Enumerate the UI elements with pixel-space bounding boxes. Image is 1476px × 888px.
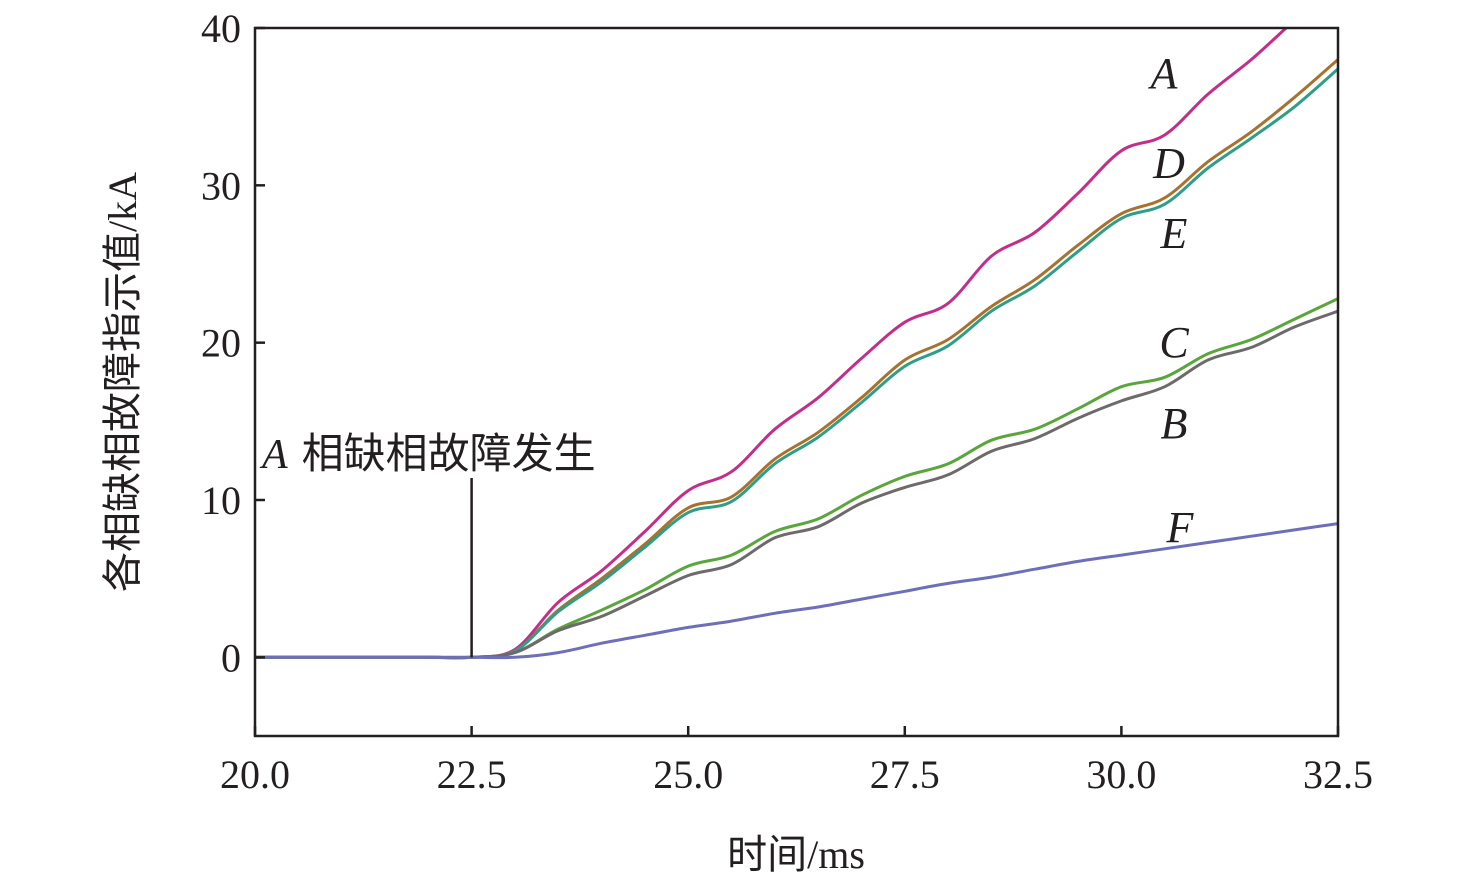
x-tick-label-22-5: 22.5 xyxy=(437,752,507,797)
series-label-a: A xyxy=(1148,49,1179,98)
series-label-b: B xyxy=(1161,399,1188,448)
plot-frame xyxy=(253,26,1340,738)
series-label-d: D xyxy=(1152,139,1185,188)
x-tick-label-25-0: 25.0 xyxy=(653,752,723,797)
x-tick-label-30-0: 30.0 xyxy=(1086,752,1156,797)
x-tick-label-20-0: 20.0 xyxy=(220,752,290,797)
x-tick-label-32-5: 32.5 xyxy=(1303,752,1373,797)
series-label-f: F xyxy=(1166,503,1195,552)
annotation-text: A 相缺相故障发生 xyxy=(259,432,596,478)
x-tick-label-27-5: 27.5 xyxy=(870,752,940,797)
y-tick-label-0: 0 xyxy=(221,635,241,680)
series-label-e: E xyxy=(1160,209,1188,258)
series-label-c: C xyxy=(1159,318,1189,367)
series-line-f xyxy=(255,522,1338,660)
annotation-series-letter: A xyxy=(259,432,288,478)
y-tick-label-10: 10 xyxy=(201,478,241,523)
annotation-message: 相缺相故障发生 xyxy=(302,432,596,478)
tick-layer: 20.0 22.5 25.0 27.5 30.0 32.5 0 10 20 30 40 xyxy=(201,6,1373,797)
y-axis-title: 各相缺相故障指示值/kA xyxy=(100,172,145,592)
x-axis-title: 时间/ms xyxy=(727,832,865,877)
y-tick-label-30: 30 xyxy=(201,163,241,208)
series-layer xyxy=(255,28,1338,660)
y-tick-label-40: 40 xyxy=(201,6,241,51)
series-label-layer: ADE CB F xyxy=(1148,49,1195,552)
y-tick-label-20: 20 xyxy=(201,321,241,366)
